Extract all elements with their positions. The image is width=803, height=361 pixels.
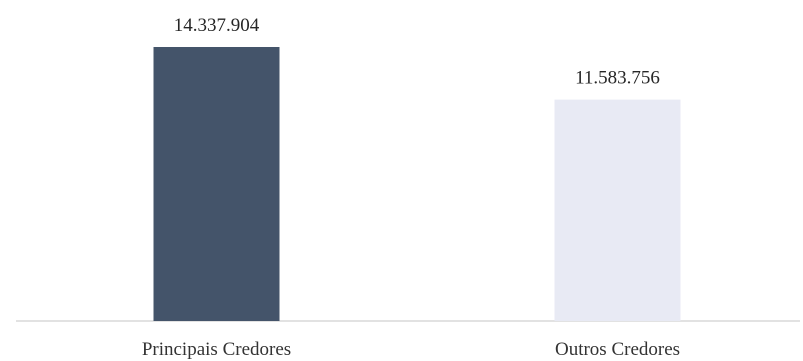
category-label: Principais Credores <box>142 339 291 360</box>
data-label: 11.583.756 <box>575 68 660 89</box>
bar-principais-credores <box>153 47 280 321</box>
category-label: Outros Credores <box>555 339 680 360</box>
data-label: 14.337.904 <box>174 15 260 36</box>
bar-outros-credores <box>554 99 681 321</box>
